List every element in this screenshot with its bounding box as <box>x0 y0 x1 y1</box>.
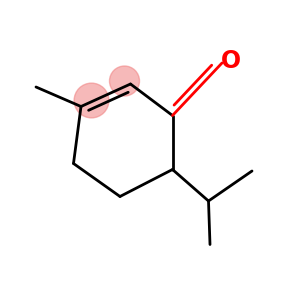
Text: O: O <box>221 49 241 73</box>
Circle shape <box>110 66 140 96</box>
Circle shape <box>74 83 109 118</box>
